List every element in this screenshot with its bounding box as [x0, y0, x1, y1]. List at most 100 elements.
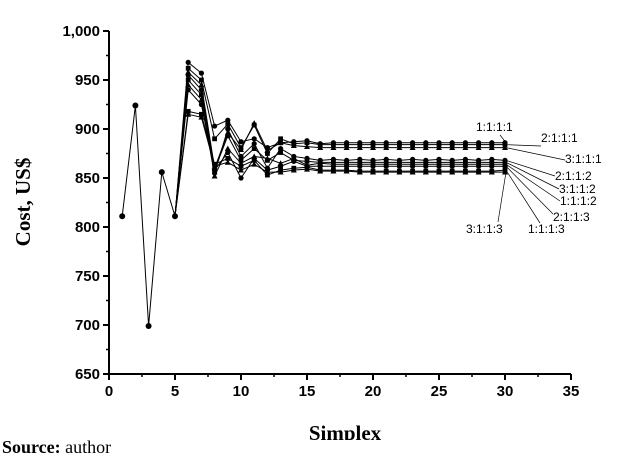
series-point	[278, 136, 283, 142]
annotation-leader	[505, 169, 541, 224]
series-point	[278, 163, 284, 169]
series-point	[449, 163, 455, 169]
y-tick-label: 650	[75, 366, 100, 383]
series-point	[290, 167, 297, 173]
series-point	[212, 136, 217, 142]
series-label: 2:1:1:2	[555, 169, 592, 183]
series-point	[462, 163, 468, 169]
series-point	[185, 72, 191, 78]
series-point	[383, 144, 390, 151]
x-tick-label: 0	[105, 383, 113, 400]
series-point	[278, 150, 283, 155]
series-point	[265, 151, 270, 156]
series-point	[330, 168, 337, 174]
common-start-point	[119, 213, 126, 220]
series-point	[277, 169, 284, 175]
series-point	[212, 167, 218, 173]
series-point	[238, 139, 244, 145]
source-label: Source:	[2, 437, 61, 457]
y-tick-label: 850	[75, 170, 100, 187]
series-point	[304, 140, 310, 146]
series-point	[185, 65, 191, 71]
series-point	[211, 163, 218, 169]
series-point	[264, 147, 271, 153]
series-line-2-1-1-3	[174, 88, 505, 217]
series-point	[502, 169, 508, 175]
series-point	[251, 161, 258, 167]
x-tick-label: 35	[563, 383, 580, 400]
series-point	[423, 163, 429, 169]
plot-marks	[119, 59, 508, 329]
series-point	[370, 163, 376, 169]
series-point	[488, 144, 495, 151]
y-tick-label: 900	[75, 121, 100, 138]
series-point	[304, 166, 310, 172]
series-point	[290, 142, 297, 149]
series-label: 3:1:1:3	[466, 222, 503, 236]
series-point	[212, 123, 218, 129]
x-axis-title: Simplex	[309, 421, 382, 440]
y-tick-label: 700	[75, 317, 100, 334]
series-point	[238, 146, 244, 152]
series-point	[199, 92, 204, 98]
series-point	[488, 169, 495, 175]
series-point	[185, 87, 191, 93]
series-point	[185, 77, 191, 83]
series-point	[396, 144, 403, 151]
series-label: 1:1:1:2	[560, 194, 597, 208]
series-point	[396, 163, 402, 169]
series-point	[265, 172, 270, 178]
series-point	[185, 111, 192, 117]
series-point	[383, 169, 390, 175]
series-point	[224, 145, 231, 151]
series-label: 3:1:1:2	[559, 182, 596, 196]
series-point	[251, 157, 257, 163]
series-line-3-1-1-3	[174, 113, 505, 217]
series-point	[502, 144, 508, 151]
series-point	[185, 59, 191, 65]
series-point	[356, 169, 363, 175]
y-tick-label: 1,000	[62, 23, 100, 40]
series-point	[436, 163, 442, 169]
series-point	[502, 163, 508, 169]
series-point	[225, 126, 231, 132]
series-annotations: 1:1:1:12:1:1:13:1:1:12:1:1:23:1:1:21:1:1…	[466, 120, 602, 236]
series-point	[185, 81, 192, 88]
source-note: Source: author	[2, 437, 111, 458]
series-point	[251, 136, 257, 142]
series-point	[251, 146, 257, 151]
series-point	[357, 163, 363, 169]
series-point	[449, 169, 456, 175]
series-point	[277, 139, 284, 146]
annotation-leader	[505, 160, 556, 177]
y-tick-label: 750	[75, 268, 100, 285]
series-point	[225, 117, 231, 123]
series-point	[304, 158, 310, 164]
series-point	[238, 175, 244, 181]
series-point	[304, 143, 310, 150]
series-point	[383, 163, 389, 169]
series-label: 2:1:1:3	[553, 210, 590, 224]
x-tick-label: 25	[431, 383, 448, 400]
series-point	[264, 169, 271, 175]
series-point	[198, 96, 205, 102]
series-point	[462, 169, 469, 175]
series-point	[422, 169, 429, 175]
common-start-line	[121, 105, 176, 327]
series-point	[225, 133, 231, 139]
series-point	[409, 169, 416, 175]
x-tick-label: 30	[497, 383, 514, 400]
axes: 0 5 10 15 20 25 30 35 650 700 750 800 850 900 950 1,000	[62, 23, 579, 400]
annotation-leader	[505, 165, 554, 215]
series-point	[225, 156, 231, 161]
series-point	[317, 144, 324, 151]
y-tick-label: 800	[75, 219, 100, 236]
x-tick-label: 20	[365, 383, 382, 400]
series-point	[370, 144, 376, 151]
series-point	[343, 168, 350, 174]
annotation-leader	[497, 172, 507, 223]
series-point	[476, 163, 482, 169]
series-point	[225, 121, 231, 127]
series-point	[475, 144, 482, 151]
x-tick-label: 15	[299, 383, 316, 400]
